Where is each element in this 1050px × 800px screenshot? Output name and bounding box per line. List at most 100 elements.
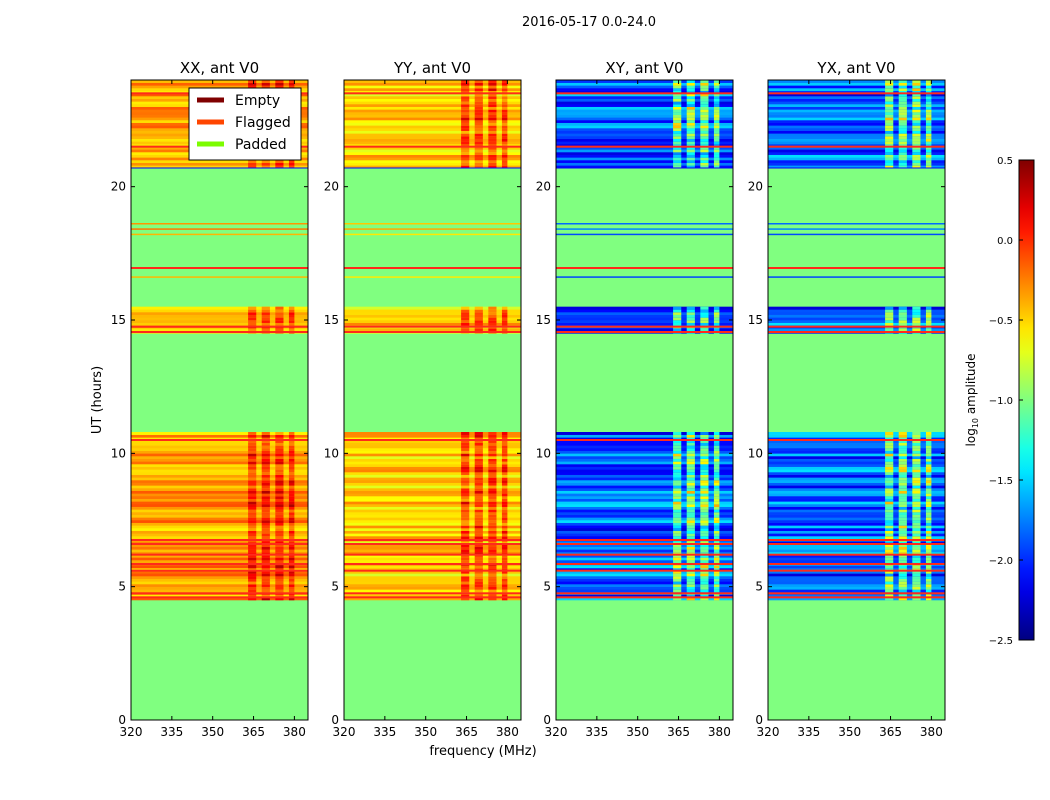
heatmap-rfi-cell (474, 149, 483, 153)
heatmap-row (556, 554, 733, 558)
heatmap-rfi-cell (474, 456, 483, 459)
heatmap-rfi-cell (474, 312, 483, 315)
heatmap-row (344, 474, 521, 478)
x-tick-label: 350 (838, 725, 861, 739)
flagged-row (131, 569, 308, 572)
heatmap-rfi-cell (673, 578, 682, 582)
heatmap-row (131, 554, 308, 558)
heatmap-rfi-cell (713, 474, 720, 478)
heatmap-rfi-cell (261, 453, 270, 457)
heatmap-row (344, 517, 521, 521)
heatmap-rfi-cell (288, 488, 295, 491)
heatmap-rfi-cell (898, 104, 907, 107)
heatmap-rfi-cell (713, 117, 720, 121)
heatmap-rfi-cell (898, 101, 907, 105)
x-tick-label: 380 (708, 725, 731, 739)
heatmap-rfi-cell (925, 165, 932, 169)
heatmap-rfi-cell (700, 125, 709, 129)
heatmap-rfi-cell (700, 546, 709, 550)
heatmap-row (556, 90, 733, 94)
heatmap-rfi-cell (713, 93, 720, 97)
heatmap-rfi-cell (713, 437, 720, 441)
heatmap-rfi-cell (275, 528, 284, 531)
heatmap-rfi-cell (925, 322, 932, 326)
heatmap-rfi-cell (275, 536, 284, 539)
heatmap-rfi-cell (288, 517, 295, 521)
heatmap-rfi-cell (261, 485, 270, 489)
heatmap-rfi-cell (275, 317, 284, 321)
heatmap-rfi-cell (885, 138, 894, 142)
panel-title: YX, ant V0 (816, 59, 895, 77)
heatmap-rfi-cell (673, 464, 682, 467)
heatmap-rfi-cell (461, 445, 470, 449)
heatmap-rfi-cell (898, 488, 907, 491)
heatmap-rfi-cell (686, 93, 695, 97)
heatmap-row (344, 498, 521, 502)
heatmap-rfi-cell (713, 120, 720, 123)
heatmap-rfi-cell (501, 101, 508, 105)
heatmap-rfi-cell (912, 485, 921, 489)
heatmap-rfi-cell (288, 466, 295, 470)
heatmap-rfi-cell (673, 576, 682, 579)
heatmap-rfi-cell (898, 157, 907, 161)
heatmap-rfi-cell (713, 496, 720, 499)
heatmap-rfi-cell (686, 493, 695, 497)
heatmap-rfi-cell (248, 522, 257, 526)
heatmap-row (556, 568, 733, 571)
heatmap-rfi-cell (261, 306, 270, 310)
heatmap-rfi-cell (261, 309, 270, 313)
heatmap-rfi-cell (912, 112, 921, 115)
heatmap-rfi-cell (488, 322, 497, 326)
heatmap-rfi-cell (700, 80, 709, 83)
heatmap-row (344, 82, 521, 86)
heatmap-row (556, 141, 733, 145)
heatmap-rfi-cell (898, 514, 907, 518)
heatmap-rfi-cell (501, 576, 508, 579)
heatmap-rfi-cell (501, 306, 508, 310)
heatmap-rfi-cell (673, 320, 682, 323)
heatmap-rfi-cell (474, 138, 483, 142)
heatmap-rfi-cell (898, 485, 907, 489)
heatmap-rfi-cell (912, 517, 921, 521)
x-tick-label: 350 (414, 725, 437, 739)
heatmap-rfi-cell (461, 504, 470, 507)
heatmap-rfi-cell (501, 141, 508, 145)
heatmap-row (768, 584, 945, 587)
padded-background (556, 80, 733, 720)
heatmap-rfi-cell (488, 461, 497, 465)
heatmap-rfi-cell (275, 512, 284, 515)
heatmap-rfi-cell (275, 474, 284, 478)
heatmap-line (344, 276, 521, 278)
heatmap-rfi-cell (461, 442, 470, 446)
heatmap-rfi-cell (912, 477, 921, 481)
heatmap-rfi-cell (673, 450, 682, 454)
heatmap-rfi-cell (925, 106, 932, 110)
heatmap-row (131, 322, 308, 326)
heatmap-rfi-cell (912, 541, 921, 545)
heatmap-rfi-cell (885, 432, 894, 435)
heatmap-rfi-cell (885, 125, 894, 129)
heatmap-row (344, 514, 521, 518)
heatmap-rfi-cell (686, 82, 695, 86)
heatmap-row (131, 306, 308, 310)
heatmap-rfi-cell (925, 594, 932, 598)
heatmap-rfi-cell (288, 498, 295, 502)
heatmap-rfi-cell (912, 594, 921, 598)
heatmap-rfi-cell (912, 453, 921, 457)
heatmap-rfi-cell (713, 570, 720, 574)
heatmap-rfi-cell (912, 96, 921, 99)
heatmap-row (768, 474, 945, 478)
heatmap-rfi-cell (700, 453, 709, 457)
flagged-row (768, 539, 945, 541)
heatmap-rfi-cell (686, 482, 695, 486)
heatmap-rfi-cell (461, 96, 470, 99)
heatmap-rfi-cell (248, 509, 257, 513)
heatmap-rfi-cell (700, 141, 709, 145)
heatmap-rfi-cell (700, 474, 709, 478)
heatmap-rfi-cell (275, 322, 284, 326)
heatmap-rfi-cell (898, 576, 907, 579)
heatmap-rfi-cell (898, 458, 907, 462)
flagged-row (344, 543, 521, 545)
heatmap-rfi-cell (488, 154, 497, 158)
heatmap-rfi-cell (700, 106, 709, 110)
